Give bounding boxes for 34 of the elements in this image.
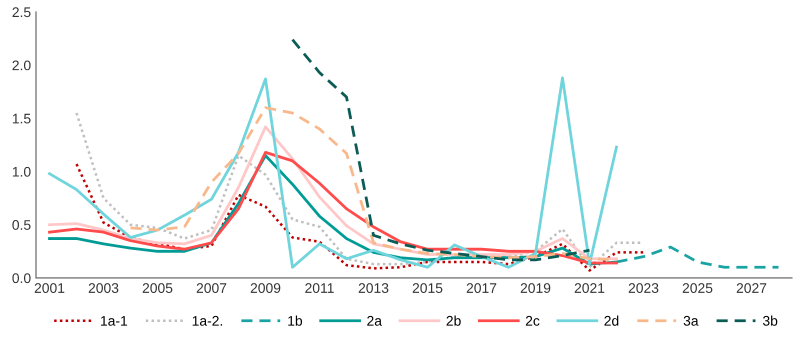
legend-label: 3a: [684, 316, 699, 326]
legend-label: 1a-2.: [192, 316, 222, 326]
x-tick-label: 2011: [305, 283, 334, 293]
x-tick-label: 2005: [142, 283, 172, 293]
legend-label: 2d: [604, 316, 618, 326]
line-series: [129, 106, 618, 262]
line-series: [615, 246, 780, 269]
legend-label: 1b: [288, 316, 302, 326]
y-tick-label: 1.0: [12, 166, 31, 177]
legend-label: 1a-1: [101, 316, 128, 326]
y-tick-label: 2.0: [12, 60, 31, 70]
y-tick-label: 2.5: [12, 7, 31, 18]
x-tick-label: 2003: [88, 283, 118, 293]
x-tick-label: 2007: [196, 283, 226, 293]
line-series: [75, 162, 645, 272]
x-tick-label: 2021: [574, 283, 604, 293]
y-tick-label: 0.0: [12, 273, 31, 284]
x-tick-label: 2009: [250, 283, 280, 293]
line-series: [48, 76, 618, 269]
x-tick-label: 2017: [466, 283, 496, 293]
x-tick-label: 2019: [520, 283, 550, 293]
x-tick-label: 2001: [34, 283, 64, 293]
legend-label: 2c: [526, 316, 540, 326]
x-tick-label: 2027: [736, 283, 766, 293]
y-tick-label: 0.5: [12, 220, 31, 230]
legend-label: 2a: [367, 316, 382, 326]
y-tick-label: 1.5: [12, 114, 31, 124]
legend-label: 2b: [446, 316, 461, 326]
x-tick-label: 2013: [358, 283, 388, 293]
x-tick-label: 2025: [682, 283, 712, 293]
x-tick-label: 2015: [412, 283, 442, 293]
line-series: [291, 38, 591, 262]
x-tick-label: 2023: [628, 283, 658, 293]
legend-label: 3b: [762, 316, 778, 326]
